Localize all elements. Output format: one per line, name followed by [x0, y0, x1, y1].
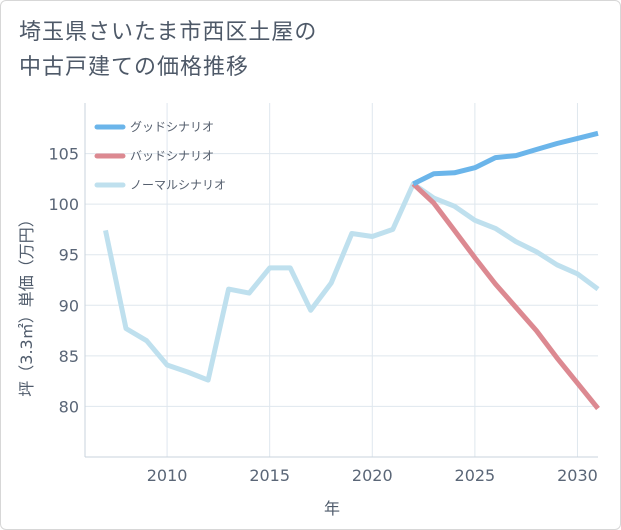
page-title: 埼玉県さいたま市西区土屋の 中古戸建ての価格推移	[19, 15, 317, 85]
y-tick-labels: 80 85 90 95 100 105	[48, 145, 79, 417]
legend-label: ノーマルシナリオ	[130, 178, 226, 192]
series-line-bad	[411, 182, 600, 411]
y-tick-label: 85	[59, 347, 79, 366]
y-tick-label: 95	[59, 246, 79, 265]
x-axis-title: 年	[324, 499, 340, 518]
y-tick-label: 105	[48, 145, 79, 164]
x-tick-label: 2030	[557, 466, 598, 485]
y-tick-label: 90	[59, 296, 79, 315]
series-line-good	[412, 130, 599, 187]
grid-lines	[85, 103, 598, 457]
legend-label: グッドシナリオ	[130, 120, 214, 134]
title-line-1: 埼玉県さいたま市西区土屋の	[19, 20, 318, 45]
x-tick-label: 2020	[352, 466, 393, 485]
y-tick-label: 100	[48, 195, 79, 214]
series-line-normal	[103, 181, 600, 383]
x-tick-label: 2015	[249, 466, 290, 485]
x-tick-label: 2025	[455, 466, 496, 485]
series-lines	[103, 130, 600, 411]
x-tick-label: 2010	[147, 466, 188, 485]
y-tick-label: 80	[59, 397, 79, 416]
title-line-2: 中古戸建ての価格推移	[19, 55, 250, 80]
legend-label: バッドシナリオ	[130, 149, 214, 163]
x-tick-labels: 2010 2015 2020 2025 2030	[147, 466, 598, 485]
axis-frame	[84, 103, 598, 458]
y-axis-title: 坪（3.3㎡）単価（万円）	[17, 211, 36, 396]
